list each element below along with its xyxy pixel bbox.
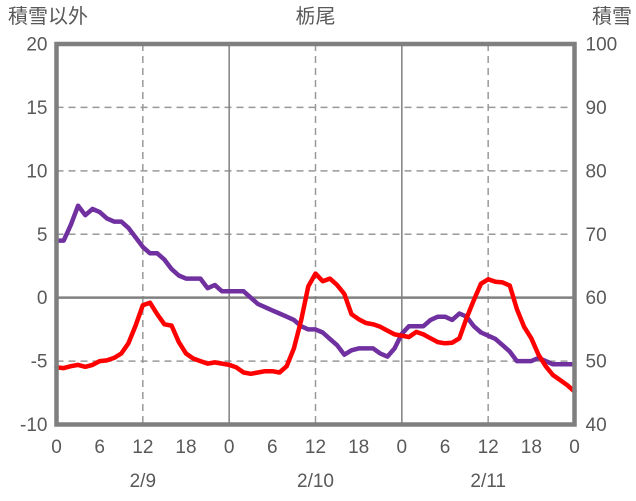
- left-axis-tick-label: -5: [31, 352, 48, 373]
- x-axis-tick-label: 0: [224, 437, 235, 458]
- x-axis-tick-label: 6: [94, 437, 105, 458]
- date-label: 2/10: [297, 471, 334, 492]
- right-axis-tick-label: 50: [586, 352, 607, 373]
- left-axis-tick-label: 10: [26, 161, 47, 182]
- date-label: 2/11: [470, 471, 506, 492]
- series-temperature-line: [54, 271, 577, 394]
- date-label: 2/9: [130, 471, 156, 492]
- right-axis-tick-label: 40: [586, 415, 607, 436]
- x-axis-tick-label: 18: [521, 437, 542, 458]
- left-axis-tick-label: -10: [20, 415, 47, 436]
- plot-border: [54, 41, 577, 427]
- right-axis-tick-label: 70: [586, 225, 607, 246]
- x-axis-tick-label: 0: [51, 437, 62, 458]
- right-axis-tick-label: 60: [586, 288, 607, 309]
- right-axis-tick-label: 100: [586, 35, 618, 56]
- right-axis-title: 積雪: [592, 6, 632, 28]
- x-axis-tick-label: 18: [348, 437, 369, 458]
- x-axis-tick-label: 0: [569, 437, 580, 458]
- x-axis-tick-label: 6: [267, 437, 278, 458]
- chart-title: 栃尾: [295, 6, 336, 28]
- series-snow-depth-line: [54, 203, 577, 367]
- left-axis-tick-label: 0: [37, 288, 48, 309]
- x-axis-tick-label: 12: [132, 437, 153, 458]
- left-axis-tick-label: 20: [26, 35, 47, 56]
- x-axis-tick-label: 12: [478, 437, 499, 458]
- right-axis-tick-label: 80: [586, 161, 607, 182]
- x-axis-tick-label: 0: [397, 437, 408, 458]
- left-axis-tick-label: 15: [26, 98, 47, 119]
- x-axis-tick-label: 6: [440, 437, 451, 458]
- x-axis-tick-label: 18: [175, 437, 196, 458]
- x-axis-tick-label: 12: [305, 437, 326, 458]
- left-axis-title: 積雪以外: [8, 6, 88, 28]
- right-axis-tick-label: 90: [586, 98, 607, 119]
- left-axis-tick-label: 5: [37, 225, 48, 246]
